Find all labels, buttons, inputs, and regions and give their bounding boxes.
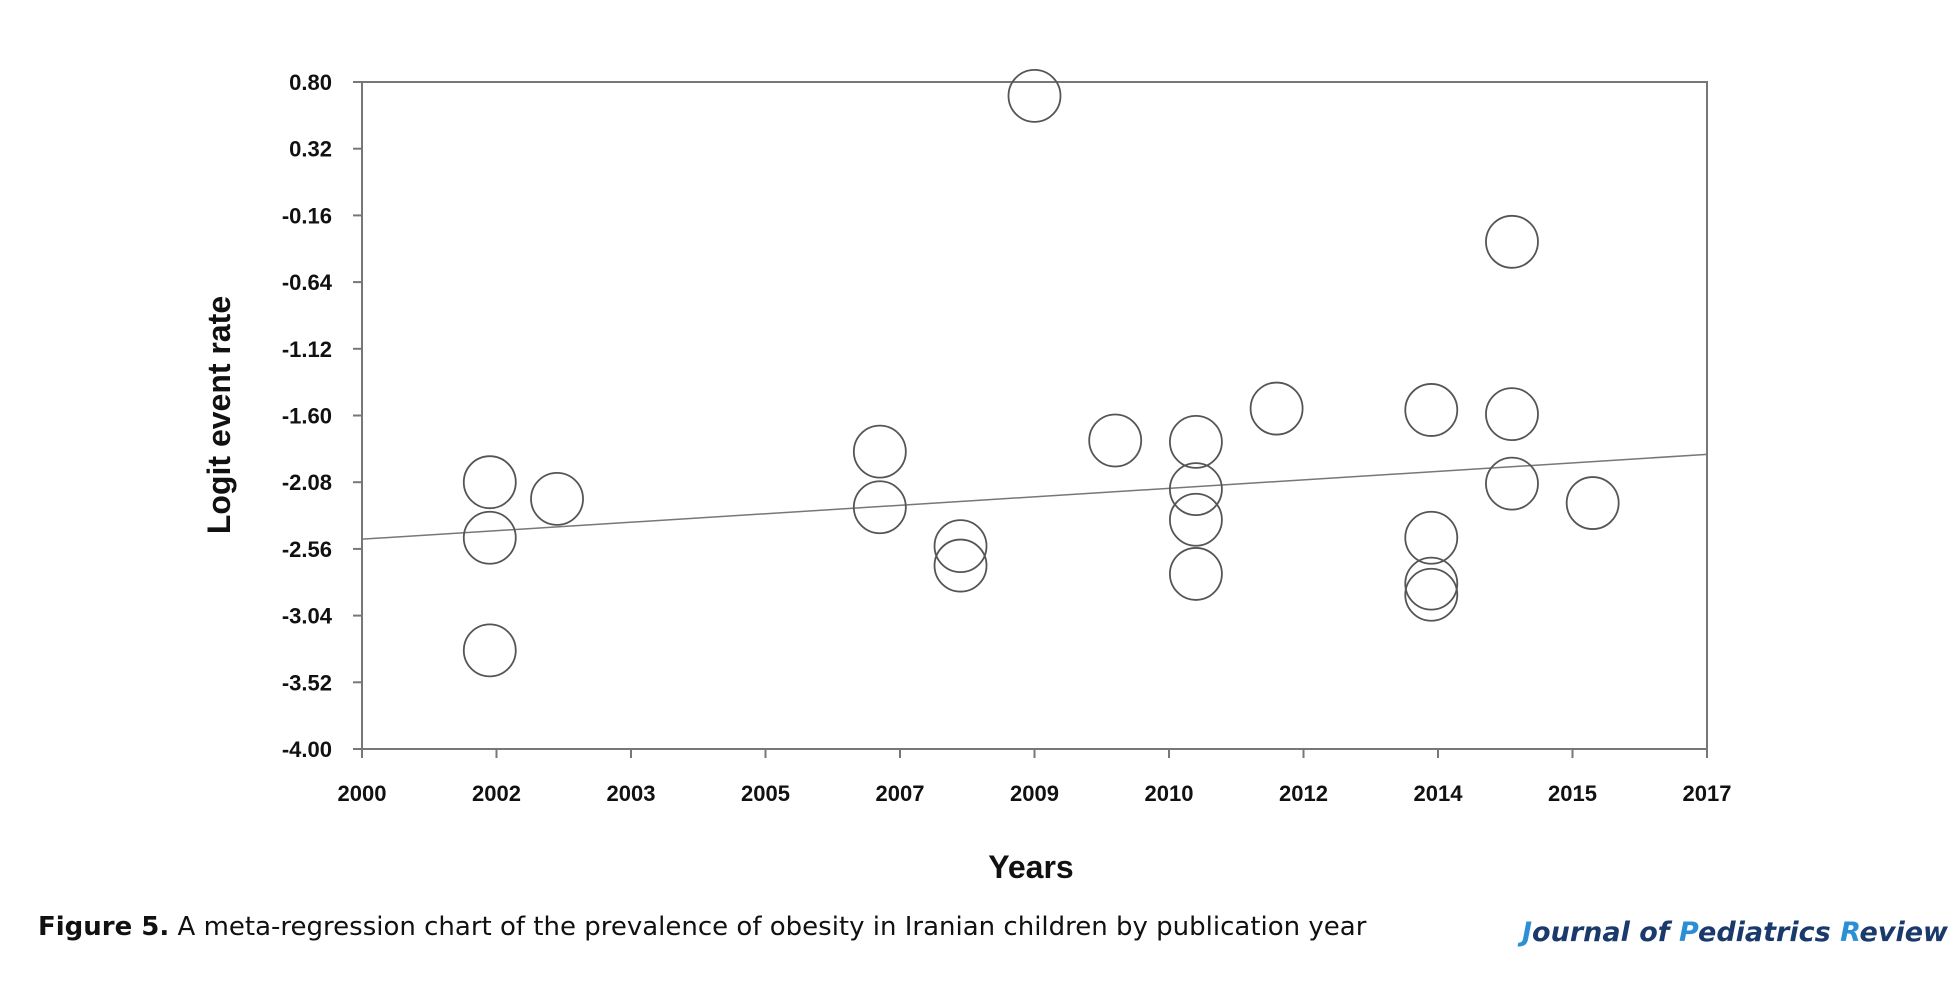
y-tick-label: -0.16 xyxy=(282,203,332,228)
regression-line-group xyxy=(361,453,1708,540)
data-point xyxy=(1565,476,1620,530)
plot-area xyxy=(361,81,1708,750)
y-tick-label: -2.56 xyxy=(282,537,332,562)
y-tick-label: 0.32 xyxy=(289,137,332,162)
data-point xyxy=(1249,381,1304,436)
data-point xyxy=(1169,547,1223,601)
x-tick-label: 2007 xyxy=(876,781,925,806)
data-point xyxy=(1169,492,1223,547)
y-tick-label: -3.52 xyxy=(282,670,332,695)
data-point xyxy=(462,623,517,678)
y-tick-label: -1.60 xyxy=(282,404,332,429)
meta-regression-chart: 0.80 0.32 -0.16 -0.64 -1.12 -1.60 -2.08 -2.56 -3… xyxy=(201,68,1732,885)
x-tick-label: 2000 xyxy=(338,781,387,806)
data-point xyxy=(1404,383,1459,437)
data-point xyxy=(462,455,517,510)
x-tick-label: 2002 xyxy=(472,781,521,806)
data-point xyxy=(1485,456,1539,511)
x-tick-label: 2014 xyxy=(1414,781,1464,806)
data-point xyxy=(1088,413,1143,468)
caption-text: A meta-regression chart of the prevalenc… xyxy=(169,912,1367,942)
data-point xyxy=(462,510,517,565)
y-tick-label: -0.64 xyxy=(282,270,333,295)
journal-letter-p: P xyxy=(1678,917,1699,948)
data-point xyxy=(1485,387,1539,442)
x-tick-label: 2009 xyxy=(1010,781,1059,806)
x-tick-label: 2012 xyxy=(1279,781,1328,806)
x-tick-label: 2005 xyxy=(741,781,790,806)
journal-text-3: eview xyxy=(1859,917,1948,948)
x-tick-label: 2015 xyxy=(1548,781,1597,806)
figure-caption: Figure 5. A meta-regression chart of the… xyxy=(38,912,1366,942)
x-tick-label: 2017 xyxy=(1683,781,1732,806)
caption-lead: Figure 5. xyxy=(38,912,170,942)
y-axis-title: Logit event rate xyxy=(201,296,237,534)
x-tick-label: 2010 xyxy=(1145,781,1194,806)
journal-logo: Journal of Pediatrics Review xyxy=(1522,917,1948,948)
journal-text-2: ediatrics xyxy=(1698,917,1841,948)
y-tick-label: -1.12 xyxy=(282,337,332,362)
journal-text-1: ournal of xyxy=(1532,917,1679,948)
data-point xyxy=(530,471,584,526)
data-point xyxy=(852,424,907,479)
regression-line xyxy=(361,453,1708,540)
data-point xyxy=(933,519,988,574)
x-tick-label: 2003 xyxy=(607,781,656,806)
journal-letter-j: J xyxy=(1522,917,1533,948)
y-axis: 0.80 0.32 -0.16 -0.64 -1.12 -1.60 -2.08 -2.56 -3… xyxy=(282,70,362,762)
x-axis-title: Years xyxy=(988,849,1073,885)
x-axis: 2000 2002 2003 2005 2007 2009 2010 2012 2014 2015… xyxy=(338,749,1732,806)
y-tick-label: -4.00 xyxy=(282,737,332,762)
y-tick-label: -2.08 xyxy=(282,470,332,495)
data-point xyxy=(1169,462,1223,517)
data-points xyxy=(462,68,1620,678)
data-point xyxy=(1404,510,1459,565)
data-point xyxy=(1169,415,1223,469)
y-tick-label: 0.80 xyxy=(289,70,332,95)
data-point xyxy=(1485,214,1539,269)
data-point xyxy=(1404,567,1459,622)
plot-frame xyxy=(361,81,1708,750)
journal-letter-r: R xyxy=(1840,917,1860,948)
data-point xyxy=(1007,68,1062,123)
y-tick-label: -3.04 xyxy=(282,604,333,629)
data-point xyxy=(852,480,907,535)
data-point xyxy=(1404,556,1459,611)
data-point xyxy=(933,538,988,593)
